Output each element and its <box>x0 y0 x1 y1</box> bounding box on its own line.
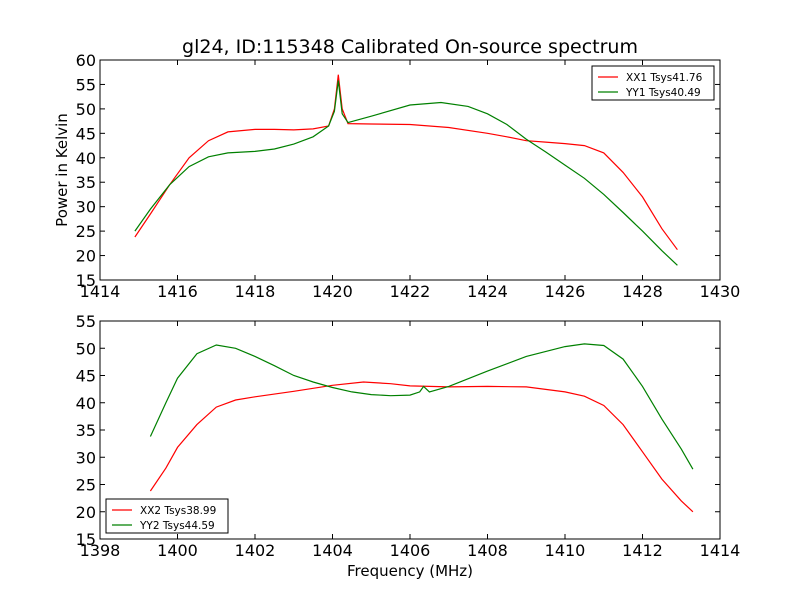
legend: XX1 Tsys41.76 YY1 Tsys40.49 <box>591 65 715 101</box>
y-tick-label: 30 <box>76 198 96 217</box>
x-tick-label: 1408 <box>467 541 508 560</box>
x-tick-label: 1428 <box>622 282 663 301</box>
y-tick-label: 35 <box>76 173 96 192</box>
legend: XX2 Tsys38.99 YY2 Tsys44.59 <box>105 498 229 534</box>
y-tick-label: 35 <box>76 421 96 440</box>
legend-label: XX1 Tsys41.76 <box>626 72 703 84</box>
x-tick-label: 1412 <box>622 541 663 560</box>
series-line-0-1 <box>134 80 678 266</box>
x-tick-label: 1420 <box>312 282 353 301</box>
x-tick-label: 1430 <box>700 282 741 301</box>
legend-label: XX2 Tsys38.99 <box>140 505 216 517</box>
y-tick-label: 15 <box>76 271 96 290</box>
x-tick-label: 1410 <box>545 541 586 560</box>
y-tick-label: 45 <box>76 124 96 143</box>
chart-title: gl24, ID:115348 Calibrated On-source spe… <box>182 36 638 58</box>
y-tick-label: 45 <box>76 367 96 386</box>
series-line-1-0 <box>149 381 694 513</box>
x-tick-label: 1406 <box>390 541 431 560</box>
x-axis-label: Frequency (MHz) <box>347 562 473 580</box>
x-tick-label: 1424 <box>467 282 508 301</box>
x-tick-label: 1416 <box>157 282 198 301</box>
x-tick-label: 1418 <box>235 282 276 301</box>
y-tick-label: 20 <box>76 247 96 266</box>
y-tick-label: 55 <box>76 312 96 331</box>
legend-label: YY2 Tsys44.59 <box>139 520 215 532</box>
bottom-panel: 1398 1400 1402 1404 1406 1408 1410 1412 1414 15 20… <box>76 312 741 580</box>
y-tick-label: 40 <box>76 149 96 168</box>
series-line-0-0 <box>134 74 678 251</box>
y-tick-label: 25 <box>76 222 96 241</box>
x-tick-label: 1404 <box>312 541 353 560</box>
y-tick-label: 50 <box>76 339 96 358</box>
x-tick-label: 1400 <box>157 541 198 560</box>
y-tick-label: 15 <box>76 530 96 549</box>
y-tick-label: 25 <box>76 476 96 495</box>
x-tick-label: 1426 <box>545 282 586 301</box>
x-tick-label: 1414 <box>80 282 121 301</box>
x-tick-label: 1414 <box>700 541 741 560</box>
y-tick-label: 30 <box>76 448 96 467</box>
x-tick-label: 1422 <box>390 282 431 301</box>
y-tick-label: 40 <box>76 394 96 413</box>
series-line-1-1 <box>149 343 694 470</box>
y-tick-label: 20 <box>76 503 96 522</box>
top-panel: 1414 1416 1418 1420 1422 1424 1426 1428 1430 15 20… <box>53 51 740 301</box>
x-tick-label: 1402 <box>235 541 276 560</box>
legend-label: YY1 Tsys40.49 <box>625 87 701 99</box>
legend-box <box>105 498 229 534</box>
y-tick-label: 55 <box>76 75 96 94</box>
y-tick-label: 60 <box>76 51 96 70</box>
x-tick-label: 1398 <box>80 541 121 560</box>
y-tick-label: 50 <box>76 100 96 119</box>
y-axis-label: Power in Kelvin <box>53 113 71 227</box>
legend-box <box>591 65 715 101</box>
